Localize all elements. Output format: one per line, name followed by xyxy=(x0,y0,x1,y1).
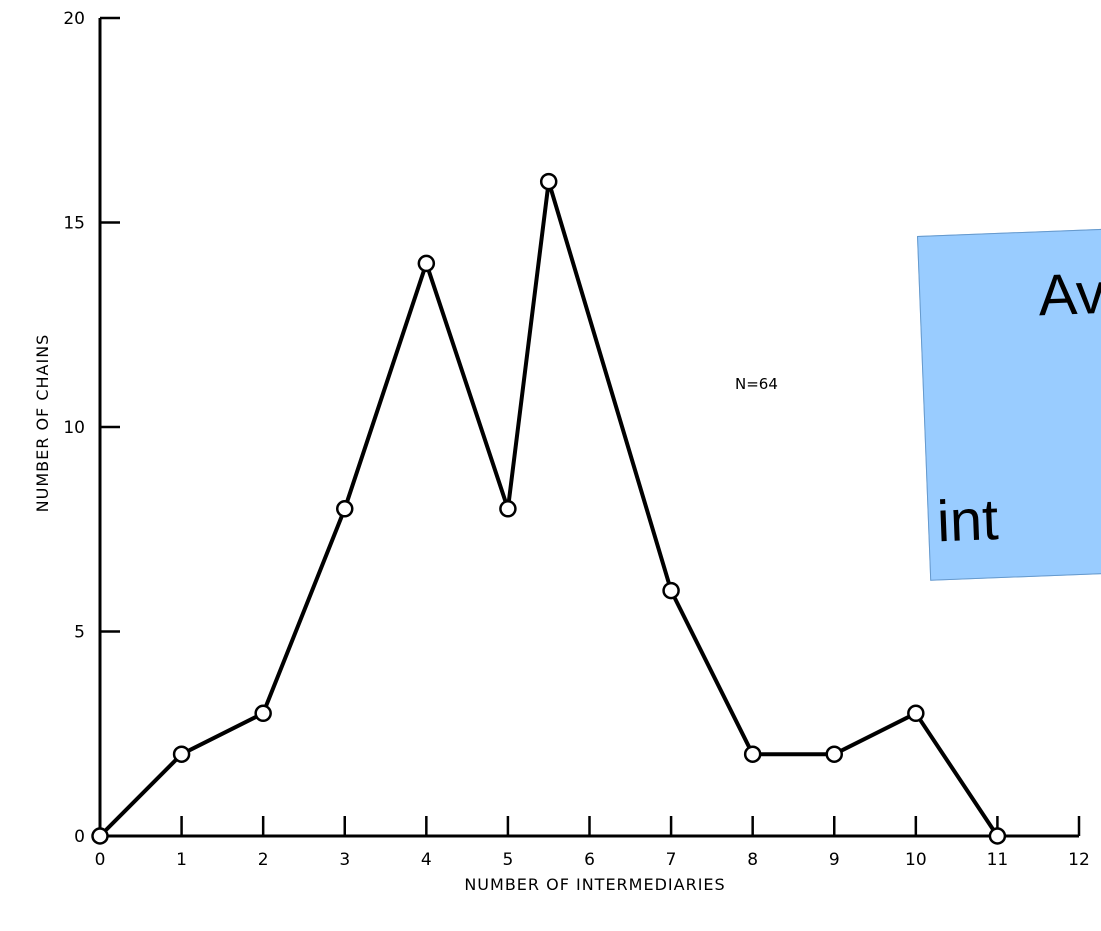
x-tick-label: 10 xyxy=(905,850,927,870)
data-point xyxy=(907,704,925,723)
callout-text-line-1: Av xyxy=(1037,260,1101,329)
x-tick-label: 11 xyxy=(987,850,1009,870)
y-axis-title: NUMBER OF CHAINS xyxy=(33,334,52,513)
data-point xyxy=(825,745,843,763)
x-tick-label: 9 xyxy=(829,850,840,870)
x-tick-label: 8 xyxy=(747,850,758,870)
y-tick-label: 20 xyxy=(63,9,85,29)
overlay-callout-box: Av int xyxy=(917,227,1101,581)
x-tick-label: 1 xyxy=(176,850,187,870)
data-point xyxy=(743,745,762,763)
data-point xyxy=(172,745,191,763)
x-tick-label: 4 xyxy=(421,850,432,870)
y-tick-label: 5 xyxy=(74,623,85,643)
x-tick-label: 12 xyxy=(1068,850,1090,870)
x-tick-label: 7 xyxy=(666,850,677,870)
series-polyline xyxy=(98,179,1000,838)
y-tick-label: 15 xyxy=(63,214,85,234)
data-point xyxy=(336,500,354,518)
x-tick-label: 6 xyxy=(584,850,595,870)
y-tick-label: 10 xyxy=(63,418,85,438)
data-point xyxy=(499,500,517,518)
data-point xyxy=(91,827,109,845)
data-point xyxy=(662,581,680,600)
x-tick-label: 5 xyxy=(503,850,514,870)
data-point xyxy=(988,827,1007,845)
x-tick-label: 3 xyxy=(339,850,350,870)
x-tick-label: 2 xyxy=(258,850,269,870)
series-line xyxy=(91,172,1007,845)
axes xyxy=(98,16,1081,838)
x-tick-label: 0 xyxy=(95,850,106,870)
callout-text-line-2: int xyxy=(935,487,1000,555)
data-point xyxy=(417,254,436,273)
data-point xyxy=(539,172,558,191)
sample-size-annotation: N=64 xyxy=(735,375,778,393)
x-axis-title: NUMBER OF INTERMEDIARIES xyxy=(464,875,725,894)
data-point xyxy=(254,704,272,723)
y-tick-label: 0 xyxy=(74,827,85,847)
